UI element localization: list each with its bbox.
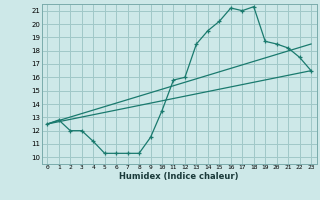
X-axis label: Humidex (Indice chaleur): Humidex (Indice chaleur)	[119, 172, 239, 181]
